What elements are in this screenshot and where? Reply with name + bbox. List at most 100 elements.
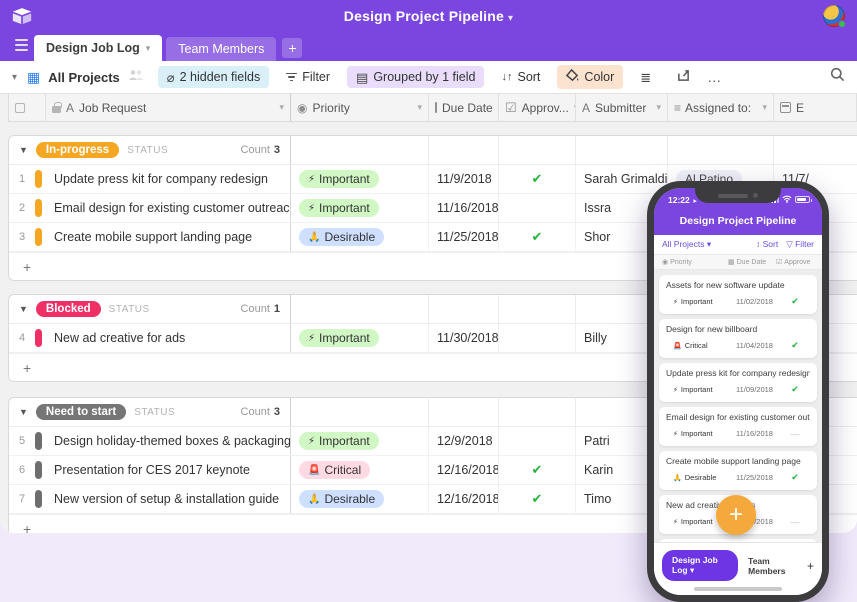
phone-column-priority[interactable]: ◉ Priority [662,258,692,267]
column-header-due-date[interactable]: Due Date ▾ [429,94,499,121]
base-title[interactable]: Design Project Pipeline ▾ [343,8,514,24]
phone-record-card[interactable]: Create mobile support landing page 🙏 Desi… [659,451,817,490]
due-date-cell[interactable]: 12/9/2018 [429,427,499,455]
phone-record-card[interactable]: Email design for existing customer outre… [659,407,817,446]
priority-cell[interactable]: 🙏 Desirable [291,223,429,251]
row-number: 1 [18,173,26,185]
select-all-checkbox[interactable] [9,94,46,121]
phone-tab-team-members[interactable]: Team Members [748,555,786,576]
phone-record-card[interactable]: Design for new billboard 🚨 Critical 11/04… [659,319,817,358]
chevron-down-icon: ▾ [706,239,712,249]
row-number: 5 [18,435,26,447]
tab-team-members[interactable]: Team Members [166,37,277,61]
approved-cell[interactable]: ✔ [499,165,576,193]
share-view-button[interactable] [668,65,699,89]
phone-sort-button[interactable]: ↕ Sort [755,239,779,249]
column-header-approved[interactable]: ☑ Approv... ▾ [499,94,576,121]
phone-record-card-partial[interactable]: Design holiday-themed boxes & packaging [659,539,817,542]
phone-record-card[interactable]: Assets for new software update ⚡ Importan… [659,275,817,314]
job-request-cell[interactable]: Create mobile support landing page [46,223,291,251]
view-name[interactable]: All Projects [48,69,120,85]
column-header-job-request[interactable]: A Job Request ▾ [46,94,291,121]
more-options-button[interactable]: … [707,69,723,85]
column-header-assigned-to[interactable]: ≡ Assigned to: ▾ [668,94,774,121]
row-height-icon: ≣ [640,69,652,85]
approved-cell[interactable] [499,324,576,352]
search-icon[interactable] [830,67,845,87]
column-header-priority[interactable]: ◉ Priority ▾ [291,94,429,121]
phone-filter-button[interactable]: ▽ Filter [786,239,814,249]
paint-bucket-icon [566,68,579,85]
group-label-cell: ▼ Need to start STATUS Count 3 [9,398,291,426]
group-header: ▼ In-progress STATUS Count 3 [9,136,857,165]
phone-column-approved[interactable]: ☑ Approve [776,258,811,267]
job-request-cell[interactable]: Presentation for CES 2017 keynote [46,456,291,484]
collapse-group-icon[interactable]: ▼ [19,304,28,314]
column-header-submitter[interactable]: A Submitter ▾ [576,94,668,121]
sort-button[interactable]: ↓↑ Sort [501,70,541,84]
chevron-down-icon: ▾ [762,102,767,112]
due-date-cell[interactable]: 11/30/2018 [429,324,499,352]
approved-cell[interactable]: ✔ [499,223,576,251]
priority-cell[interactable]: ⚡ Important [291,427,429,455]
chevron-down-icon: ▾ [507,13,514,24]
approved-cell[interactable] [499,427,576,455]
priority-cell[interactable]: ⚡ Important [291,324,429,352]
due-date-cell[interactable]: 11/25/2018 [429,223,499,251]
approved-cell[interactable]: ✔ [499,485,576,513]
dash-icon: — [790,428,800,439]
collapse-group-icon[interactable]: ▼ [19,407,28,417]
job-request-cell[interactable]: Design holiday-themed boxes & packaging [46,427,291,455]
due-date-cell[interactable]: 12/16/2018 [429,456,499,484]
filter-button[interactable]: Filter [277,66,339,88]
user-avatar[interactable] [823,5,846,28]
submitter-cell[interactable]: Sarah Grimaldi [576,165,668,193]
phone-add-table-button[interactable]: + [806,558,814,573]
zap-icon: ⚡ [673,298,678,306]
status-color-bar [35,329,42,347]
collaborators-icon[interactable] [128,68,144,86]
job-request-cell[interactable]: New version of setup & installation guid… [46,485,291,513]
phone-column-due-date[interactable]: ▦ Due Date [728,258,767,267]
due-date-cell[interactable]: 12/16/2018 [429,485,499,513]
hidden-fields-button[interactable]: ⌀ 2 hidden fields [157,66,270,88]
chevron-down-icon: ▾ [279,102,284,112]
phone-view-selector[interactable]: All Projects ▾ [662,239,712,249]
add-record-fab[interactable]: + [716,495,756,535]
due-date-cell[interactable]: 11/16/2018 [429,194,499,222]
group-count: 3 [273,406,280,418]
priority-cell[interactable]: 🚨 Critical [291,456,429,484]
view-sidebar-toggle-icon[interactable]: ▾ [12,71,18,83]
add-table-button[interactable]: + [282,38,303,58]
phone-column-headers: ◉ Priority ▦ Due Date ☑ Approve [654,255,822,270]
group-button[interactable]: ▤ Grouped by 1 field [347,66,485,88]
text-field-icon: A [582,100,591,115]
check-icon: ✔ [791,296,799,306]
priority-cell[interactable]: 🙏 Desirable [291,485,429,513]
priority-cell[interactable]: ⚡ Important [291,165,429,193]
add-row-button[interactable]: + [9,514,857,533]
column-header-end-date[interactable]: E [774,94,857,121]
airtable-logo-icon[interactable] [12,7,32,25]
group-icon: ▤ [356,69,369,85]
due-date-cell[interactable]: 11/9/2018 [429,165,499,193]
phone-tab-design-job-log[interactable]: Design Job Log ▾ [662,550,739,581]
approved-cell[interactable]: ✔ [499,456,576,484]
phone-card-list: Assets for new software update ⚡ Importan… [654,270,822,542]
phone-record-card[interactable]: Update press kit for company redesign ⚡ I… [659,363,817,402]
home-indicator[interactable] [694,587,782,591]
zap-icon: ⚡ [308,202,316,214]
menu-icon[interactable] [8,32,34,58]
calendar-icon [780,102,791,113]
tab-design-job-log[interactable]: Design Job Log ▾ [34,35,163,61]
phone-screen: 12:22 ➤ Design Project Pipeline All Proj… [654,188,822,595]
job-request-cell[interactable]: New ad creative for ads [46,324,291,352]
approved-cell[interactable] [499,194,576,222]
priority-cell[interactable]: ⚡ Important [291,194,429,222]
job-request-cell[interactable]: Update press kit for company redesign [46,165,291,193]
row-number: 6 [18,464,26,476]
job-request-cell[interactable]: Email design for existing customer outre… [46,194,291,222]
collapse-group-icon[interactable]: ▼ [19,145,28,155]
row-height-button[interactable]: ≣ [631,67,660,88]
color-button[interactable]: Color [557,65,624,89]
